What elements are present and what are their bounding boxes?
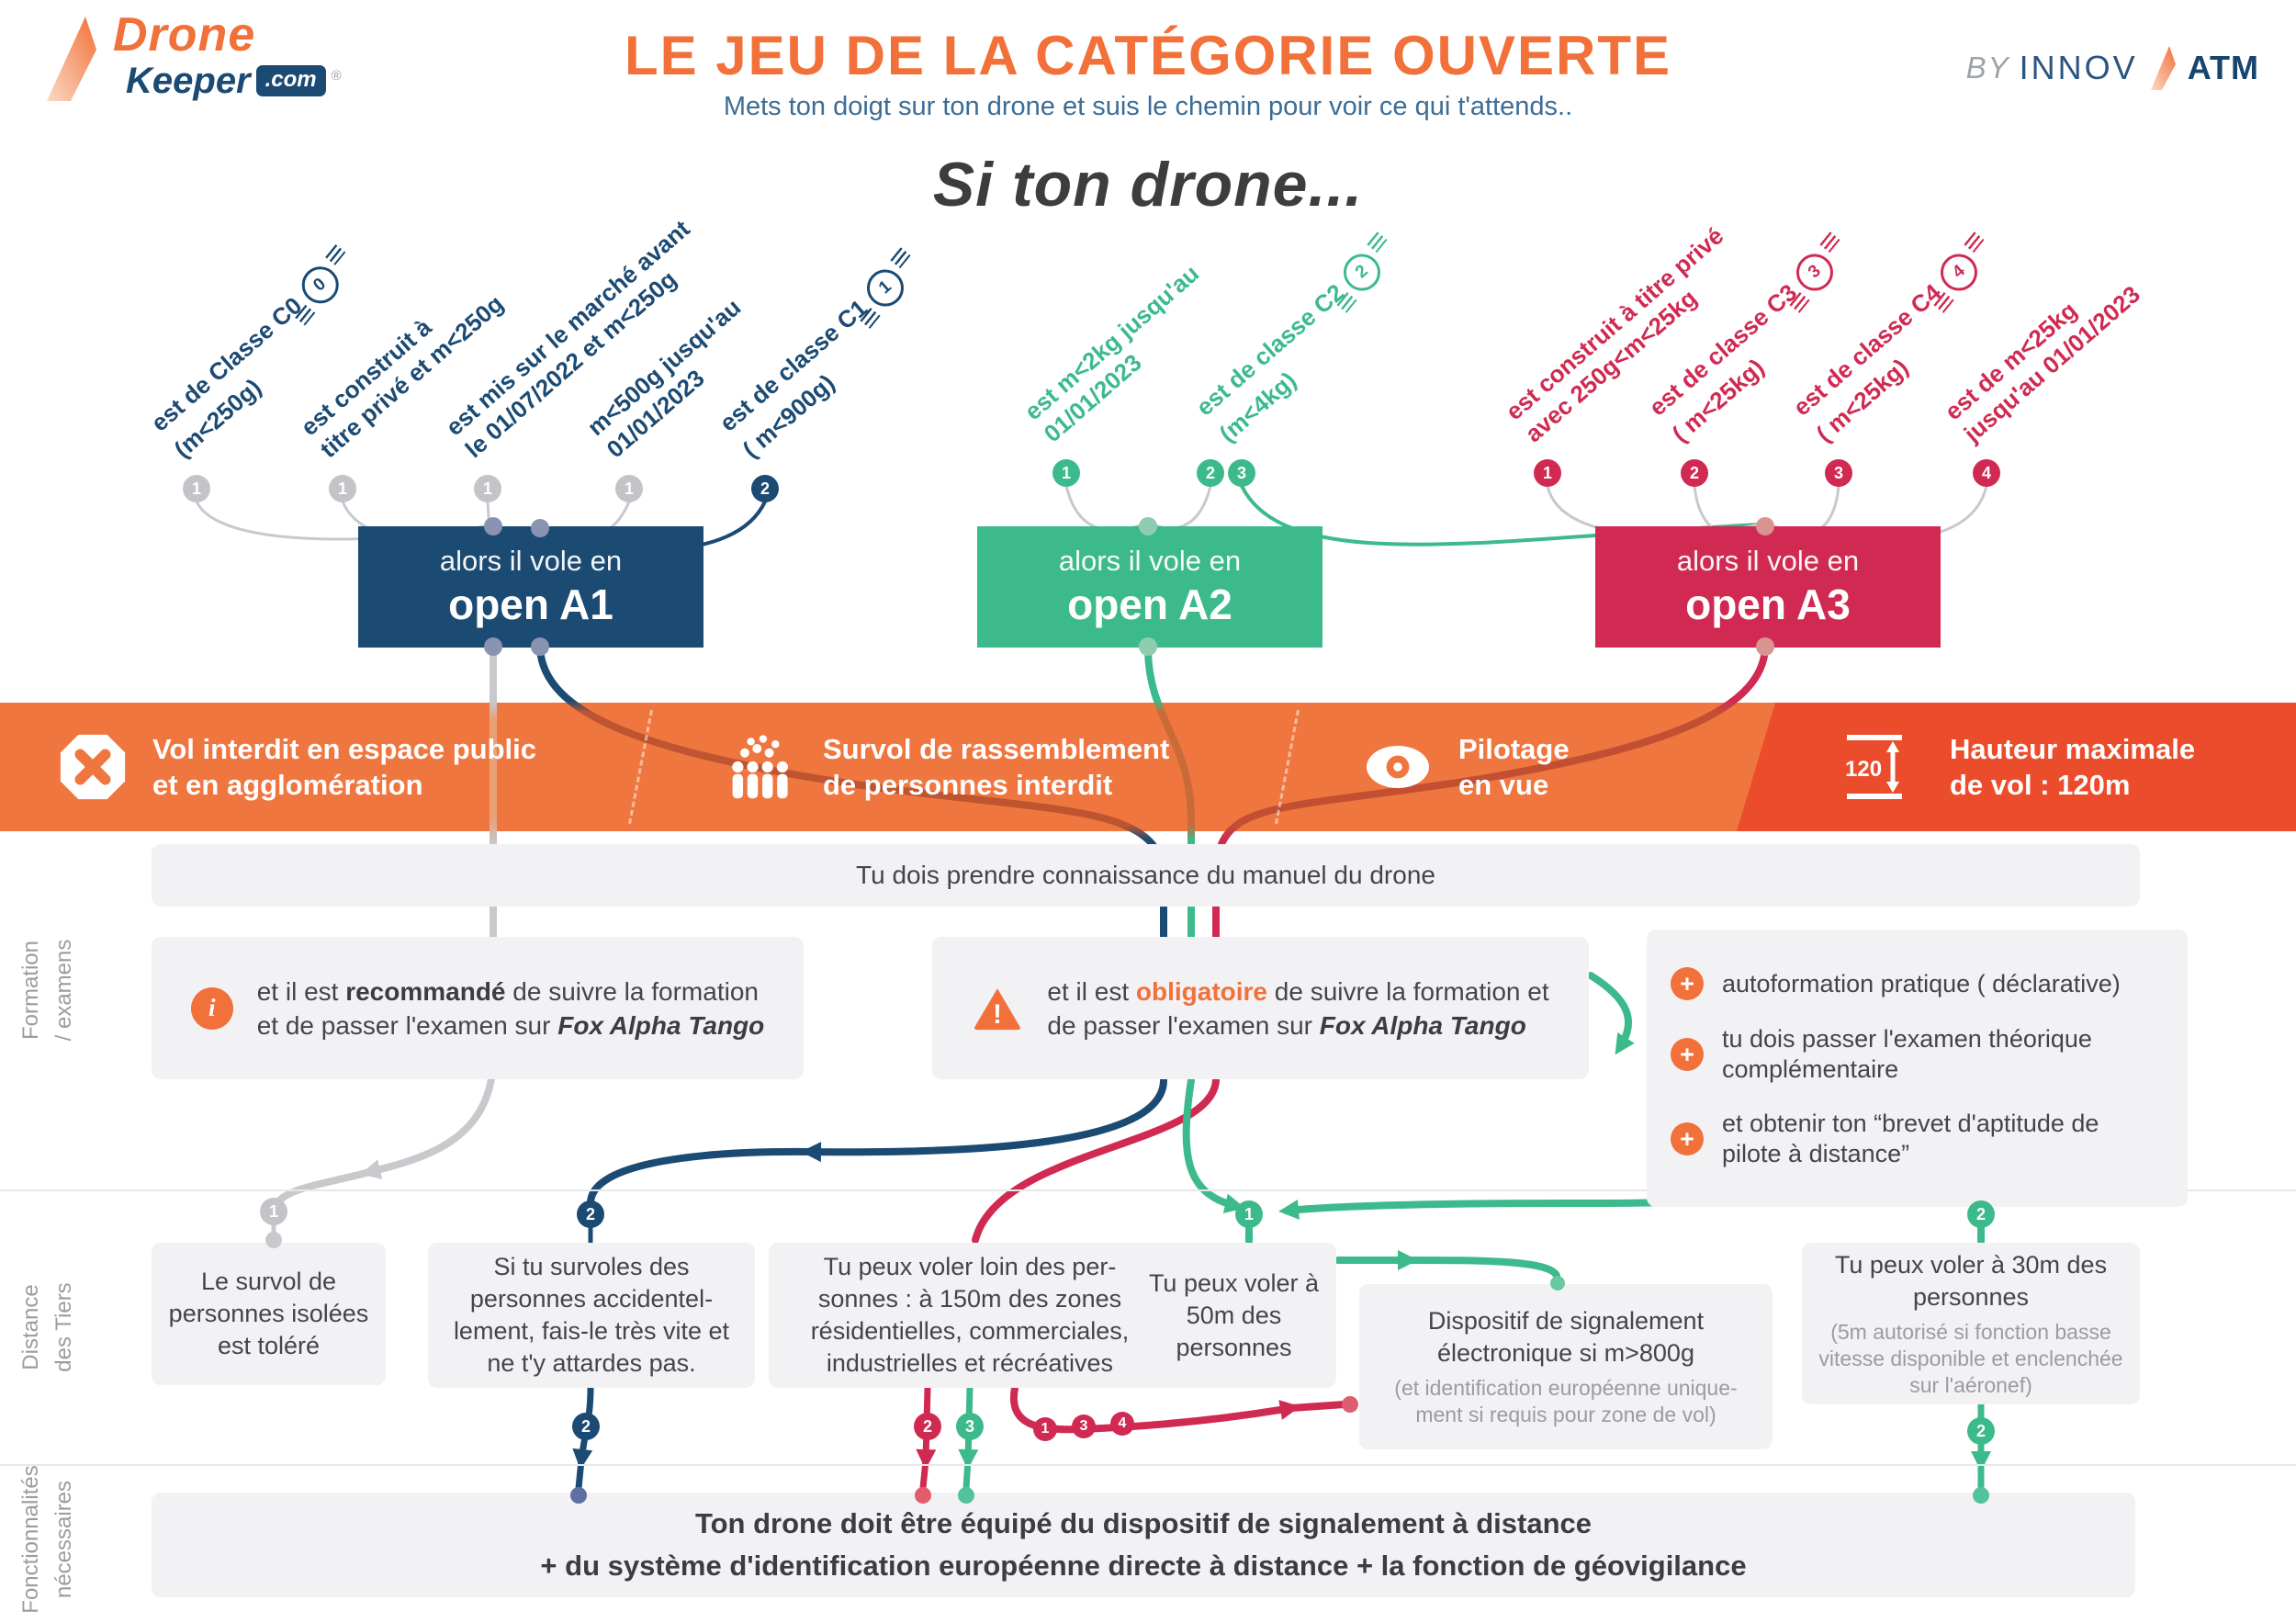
innovatm-arrow-icon (2150, 46, 2176, 90)
section-label-distance: Distance des Tiers (18, 1282, 76, 1372)
badge-accidentel-top: 2 (577, 1200, 604, 1228)
a1-exit-dot (484, 637, 502, 656)
innovatm-logo: BY INNOV ATM (1966, 44, 2259, 92)
main-heading: Si ton drone... (932, 150, 1364, 220)
badge-50m: 1 (1235, 1200, 1263, 1228)
open-a2-box: alors il vole en open A2 (977, 526, 1322, 648)
badge-150m-red: 2 (914, 1413, 941, 1440)
a2-entry-dot (1139, 517, 1157, 535)
logo-word-drone: Drone (113, 8, 256, 62)
byline-by: BY (1965, 51, 2010, 85)
page-title: LE JEU DE LA CATÉGORIE OUVERTE (624, 25, 1672, 86)
banner-item-no-public-space: Vol interdit en espace public et en agglo… (57, 703, 536, 831)
section-divider-2 (0, 1464, 2296, 1466)
logo-word-keeper: Keeper (126, 61, 251, 101)
signal-device-box: Dispositif de signalement électronique s… (1359, 1284, 1773, 1449)
dronekeeper-arrow-icon (47, 17, 96, 101)
page-subtitle: Mets ton doigt sur ton drone et suis le … (723, 92, 1573, 121)
banner-item-no-crowds: Survol de rassemblement de personnes inte… (726, 703, 1169, 831)
badge-a1-4: 1 (615, 475, 643, 502)
plus-icon: + (1671, 1122, 1704, 1155)
svg-text:120: 120 (1845, 757, 1882, 782)
a1-entry-dot-2 (531, 519, 549, 537)
extra-item-1: + autoformation pratique ( déclarative) (1671, 967, 2164, 1000)
open-a1-box: alors il vole en open A1 (358, 526, 703, 648)
accidental-overflight-box: Si tu survoles des personnes accidentel-… (428, 1243, 755, 1388)
section-label-formation: Formation / examens (18, 939, 76, 1042)
dronekeeper-logo: Drone Keeper .com ® (32, 11, 342, 103)
extra-training-box: + autoformation pratique ( déclarative) … (1647, 930, 2188, 1207)
badge-a3-2: 2 (1681, 459, 1708, 487)
open-a3-box: alors il vole en open A3 (1595, 526, 1941, 648)
bottom-dot-green-right (1973, 1487, 1989, 1504)
badge-a3-4: 4 (1973, 459, 2000, 487)
badge-a2-3: 3 (1228, 459, 1255, 487)
badge-accidentel-bottom: 2 (572, 1413, 600, 1440)
badge-path-4: 4 (1110, 1412, 1134, 1436)
badge-a2-1: 1 (1052, 459, 1080, 487)
a1-entry-dot (484, 517, 502, 535)
a3-exit-dot (1756, 637, 1774, 656)
bottom-dot-navy (570, 1487, 587, 1504)
badge-a1-2: 1 (329, 475, 356, 502)
badge-a1-5: 2 (751, 475, 779, 502)
warning-icon: ! (974, 987, 1021, 1030)
badge-path-3: 3 (1072, 1414, 1096, 1438)
device-box-green-dot (1550, 1276, 1565, 1291)
banner-item-visual-line-of-sight: Pilotage en vue (1361, 703, 1570, 831)
badge-path-1: 1 (1033, 1417, 1057, 1441)
bottom-dot-green (958, 1487, 974, 1504)
max-height-banner-background (1737, 703, 2296, 831)
svg-text:!: ! (994, 999, 1003, 1029)
plus-icon: + (1671, 967, 1704, 1000)
mandatory-training-box: ! et il est obligatoire de suivre la for… (932, 937, 1589, 1079)
thirty-meters-box: Tu peux voler à 30m des personnes (5m au… (1802, 1243, 2140, 1404)
plus-icon: + (1671, 1038, 1704, 1071)
device-box-red-dot (1342, 1396, 1358, 1413)
manual-notice-bar: Tu dois prendre connaissance du manuel d… (152, 844, 2140, 907)
extra-item-3: + et obtenir ton “brevet d'aptitude de p… (1671, 1109, 2164, 1169)
restrictions-banner: Vol interdit en espace public et en agglo… (0, 703, 2296, 831)
byline-innov: INNOV (2019, 49, 2138, 86)
info-icon: i (190, 986, 233, 1030)
equipment-requirement-box: Ton drone doit être équipé du dispositif… (152, 1493, 2135, 1597)
byline-atm: ATM (2187, 49, 2259, 86)
recommended-training-box: i et il est recommandé de suivre la form… (152, 937, 804, 1079)
badge-30m-bottom: 2 (1967, 1417, 1995, 1445)
crowd-icon (732, 735, 788, 799)
badge-survol: 1 (260, 1198, 287, 1225)
eye-icon (1367, 746, 1429, 788)
banner-item-max-height: 120 Hauteur maximale de vol : 120m (1841, 703, 2195, 831)
bottom-dot-red (915, 1487, 931, 1504)
badge-a2-2: 2 (1197, 459, 1224, 487)
a3-entry-dot (1756, 517, 1774, 535)
extra-item-2: + tu dois passer l'examen théorique comp… (1671, 1024, 2164, 1085)
badge-a3-1: 1 (1534, 459, 1561, 487)
logo-registered-mark: ® (331, 67, 342, 84)
section-divider-1 (0, 1189, 2296, 1191)
survol-entry-dot (265, 1232, 282, 1248)
badge-30m-top: 2 (1967, 1200, 1995, 1228)
isolated-people-box: Le survol de personnes isolées est tolér… (152, 1243, 386, 1385)
logo-dotcom-badge: .com (255, 65, 326, 96)
a1-exit-dot-2 (531, 637, 549, 656)
no-entry-octagon-icon (60, 734, 126, 800)
fifty-meters-box: Tu peux voler à 50m des personnes (1131, 1243, 1336, 1388)
badge-150m-green: 3 (956, 1413, 984, 1440)
badge-a1-3: 1 (474, 475, 501, 502)
far-from-people-box: Tu peux voler loin des per-sonnes : à 15… (769, 1243, 1171, 1388)
badge-a1-1: 1 (183, 475, 210, 502)
a2-exit-dot (1139, 637, 1157, 656)
height-120-icon: 120 (1845, 735, 1902, 799)
section-label-fonctionnalites: Fonctionnalités nécessaires (18, 1465, 76, 1614)
badge-a3-3: 3 (1825, 459, 1852, 487)
